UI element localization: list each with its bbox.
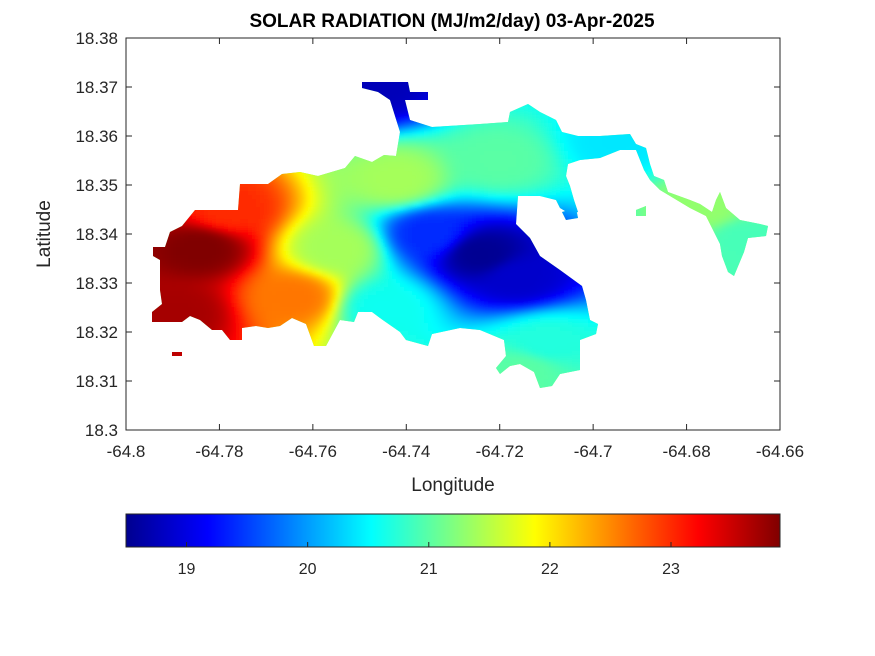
y-tick-label: 18.35 <box>75 176 118 195</box>
y-axis-ticks: 18.3 18.31 18.32 18.33 18.34 18.35 18.36 18.37 1… <box>75 29 780 440</box>
colorbar-tick-label: 22 <box>541 561 559 578</box>
y-tick-label: 18.34 <box>75 225 118 244</box>
colorbar-tick-label: 20 <box>299 561 317 578</box>
chart-title: SOLAR RADIATION (MJ/m2/day) 03-Apr-2025 <box>249 11 654 32</box>
y-tick-label: 18.33 <box>75 274 118 293</box>
y-tick-label: 18.37 <box>75 78 118 97</box>
x-tick-label: -64.72 <box>476 442 524 461</box>
colorbar-tick-label: 21 <box>420 561 438 578</box>
colorbar-ticks: 19 20 21 22 23 <box>178 542 680 578</box>
y-tick-label: 18.36 <box>75 127 118 146</box>
x-tick-label: -64.74 <box>382 442 430 461</box>
y-tick-label: 18.31 <box>75 372 118 391</box>
y-tick-label: 18.38 <box>75 29 118 48</box>
x-tick-label: -64.68 <box>662 442 710 461</box>
y-tick-label: 18.32 <box>75 323 118 342</box>
colorbar <box>125 513 781 548</box>
y-axis-label: Latitude <box>34 200 55 268</box>
x-axis-label: Longitude <box>411 475 494 496</box>
y-tick-label: 18.3 <box>85 421 118 440</box>
x-tick-label: -64.78 <box>195 442 243 461</box>
x-tick-label: -64.8 <box>107 442 146 461</box>
colorbar-tick-label: 19 <box>178 561 196 578</box>
x-tick-label: -64.76 <box>289 442 337 461</box>
x-tick-label: -64.66 <box>756 442 804 461</box>
x-axis-ticks: -64.8 -64.78 -64.76 -64.74 -64.72 -64.7 -64.68… <box>107 38 804 461</box>
colorbar-tick-label: 23 <box>662 561 680 578</box>
x-tick-label: -64.7 <box>574 442 613 461</box>
